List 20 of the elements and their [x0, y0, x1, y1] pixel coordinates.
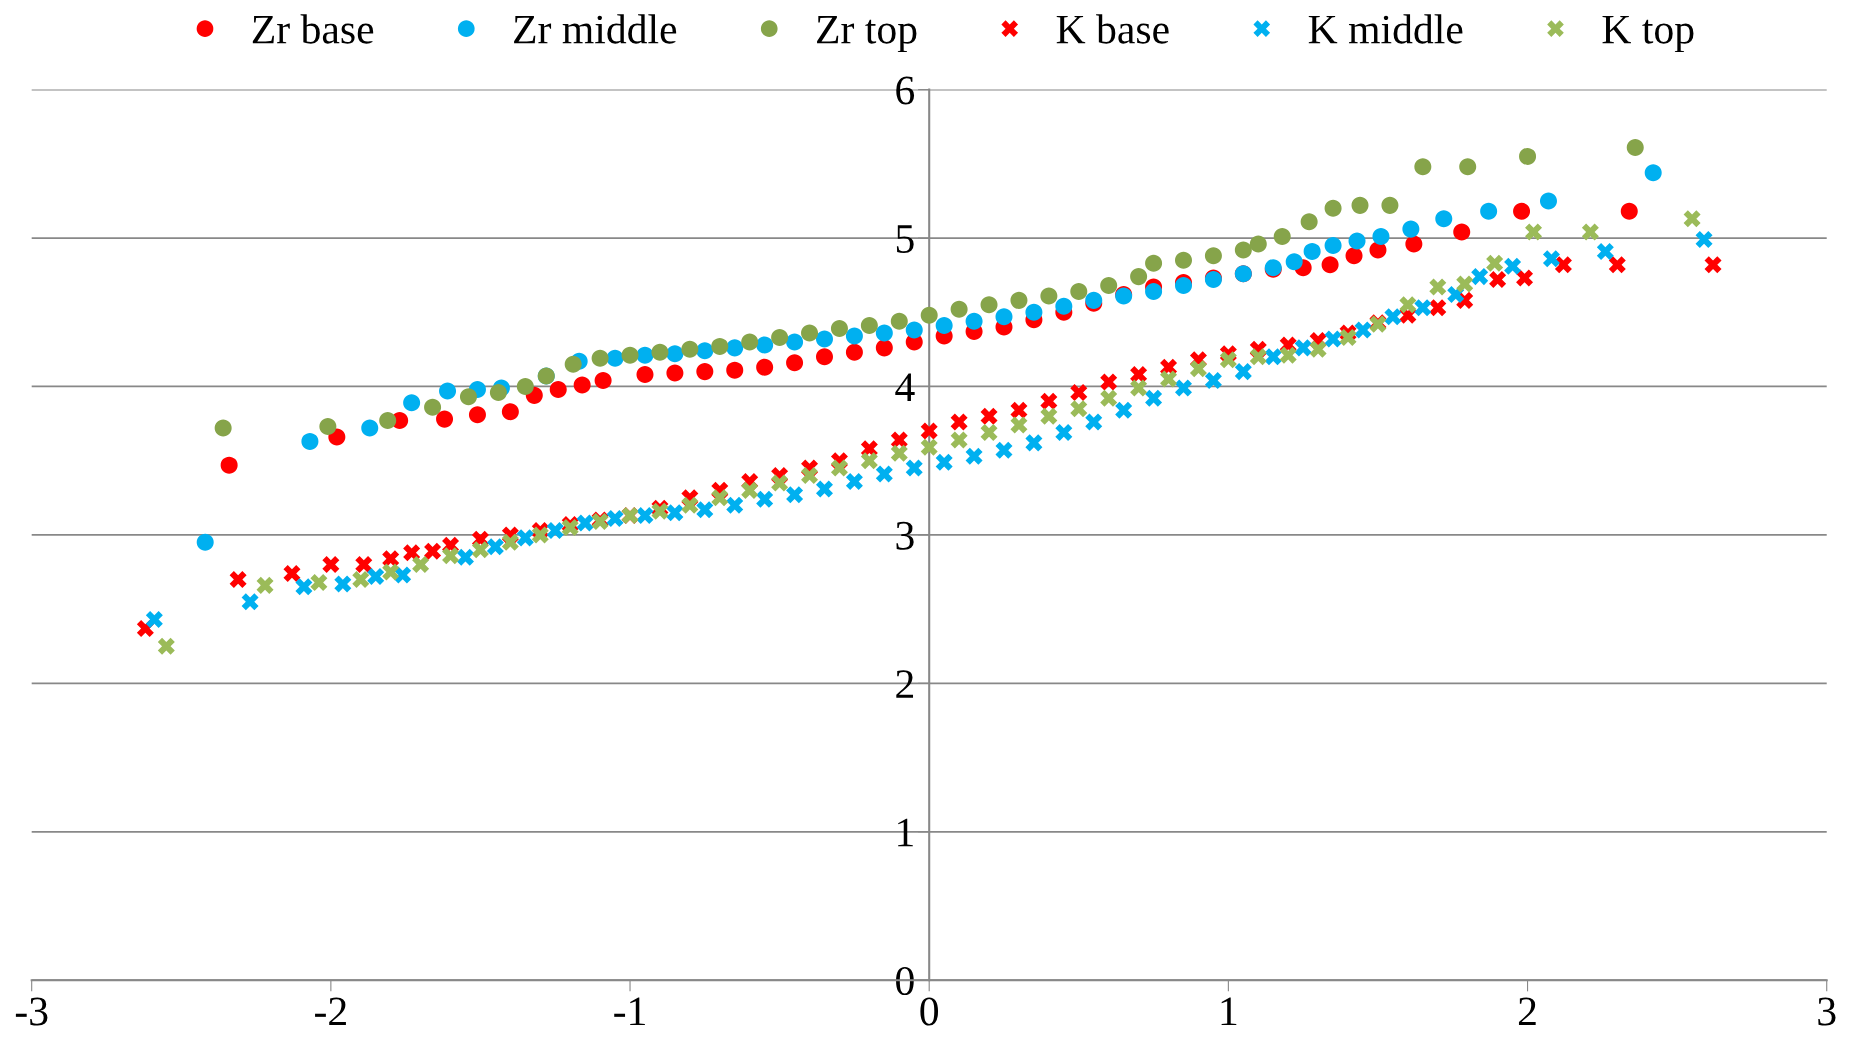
legend-label: K top [1602, 15, 1694, 53]
x-tick-label: 0 [920, 997, 939, 1026]
y-tick-label: 3 [896, 521, 914, 550]
x-tick-label: 1 [1221, 997, 1237, 1026]
legend-label: Zr top [817, 15, 917, 53]
y-tick-label: 0 [896, 966, 914, 996]
x-tick-label: -2 [315, 997, 346, 1026]
x-tick-label: -1 [614, 997, 645, 1026]
legend-label: K middle [1308, 14, 1463, 44]
x-tick-label: 3 [1818, 997, 1836, 1026]
y-tick-label: 5 [896, 225, 914, 253]
y-tick-label: 6 [896, 76, 915, 105]
x-tick-label: 2 [1518, 997, 1536, 1026]
y-tick-label: 2 [896, 670, 914, 698]
x-tick-label: -3 [15, 997, 48, 1026]
y-tick-label: 4 [895, 373, 915, 401]
y-tick-label: 1 [898, 818, 913, 847]
legend-label: Zr base [252, 14, 374, 44]
legend-label: K base [1056, 14, 1169, 44]
legend-label: Zr middle [514, 14, 677, 44]
